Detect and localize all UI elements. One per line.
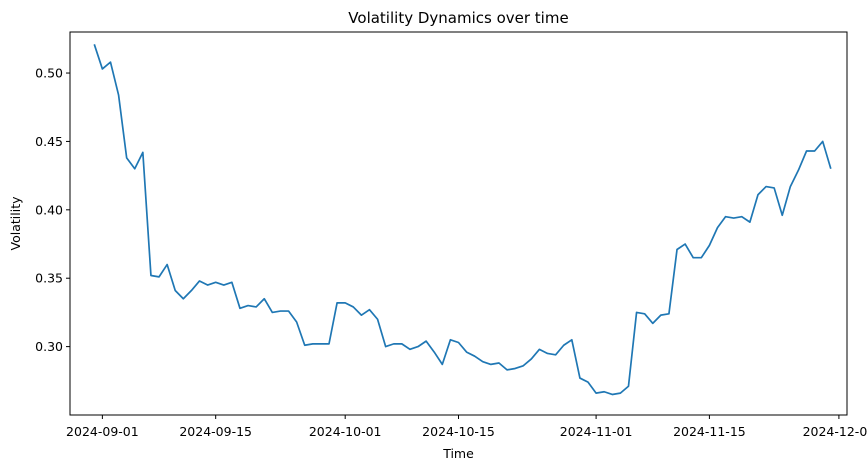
plot-frame: [69, 31, 848, 416]
x-tick-label: 2024-12-01: [803, 424, 867, 439]
x-axis-label: Time: [442, 446, 474, 461]
x-tick-label: 2024-11-15: [673, 424, 746, 439]
y-tick-label: 0.45: [35, 134, 63, 149]
x-tick-label: 2024-10-01: [309, 424, 382, 439]
plot-area: [93, 44, 832, 396]
y-axis-label: Volatility: [8, 196, 23, 251]
y-tick-label: 0.35: [35, 271, 63, 286]
y-axis: 0.30 0.35 0.40 0.45 0.50: [35, 66, 70, 354]
series-line-0: [93, 44, 832, 396]
y-tick-label: 0.50: [35, 66, 63, 81]
y-tick-label: 0.40: [35, 202, 63, 217]
x-tick-label: 2024-09-15: [179, 424, 252, 439]
chart-title: Volatility Dynamics over time: [348, 9, 568, 27]
x-tick-label: 2024-11-01: [560, 424, 633, 439]
x-axis: 2024-09-01 2024-09-15 2024-10-01 2024-10-15…: [66, 415, 867, 439]
y-tick-label: 0.30: [35, 339, 63, 354]
x-tick-label: 2024-10-15: [422, 424, 495, 439]
x-tick-label: 2024-09-01: [66, 424, 139, 439]
